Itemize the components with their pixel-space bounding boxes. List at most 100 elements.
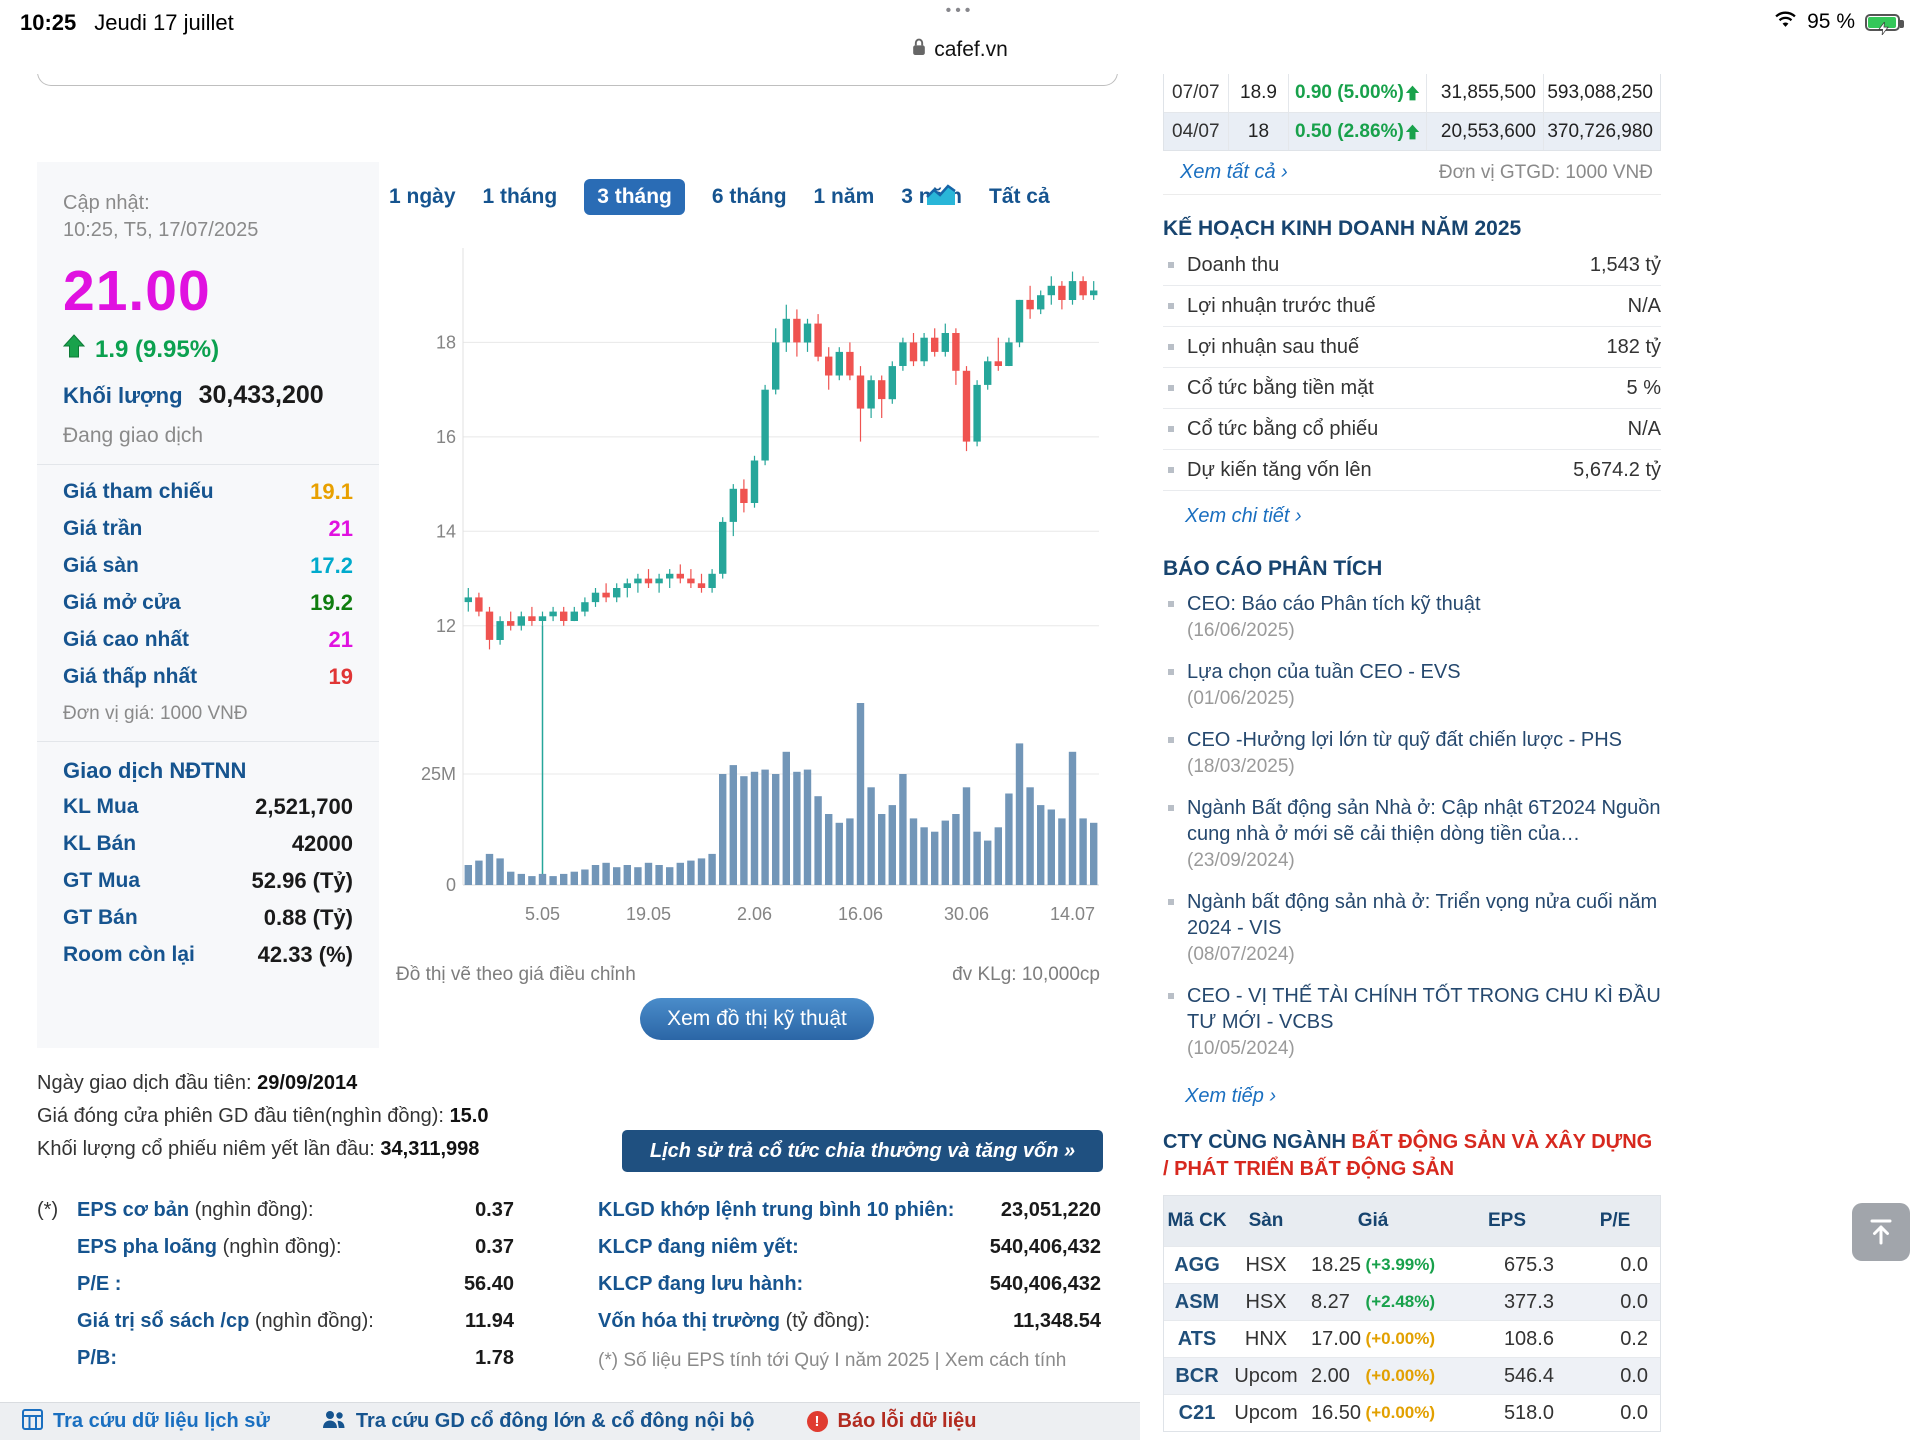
report-error-link[interactable]: Báo lỗi dữ liệu	[806, 1410, 977, 1433]
peer-pe: 0.0	[1620, 1401, 1648, 1424]
peer-code[interactable]: ATS	[1177, 1327, 1217, 1350]
stat-row: (*) EPS cơ bản (nghìn đồng): 0.37	[37, 1192, 514, 1229]
technical-chart-button[interactable]: Xem đồ thị kỹ thuật	[640, 998, 874, 1040]
stat-label: KLGD khớp lệnh trung bình 10 phiên:	[598, 1199, 954, 1222]
report-body: Ngành Bất động sản Nhà ở: Cập nhật 6T202…	[1187, 795, 1661, 872]
peer-code[interactable]: C21	[1178, 1401, 1216, 1424]
listing-info-label: Khối lượng cổ phiếu niêm yết lần đầu:	[37, 1138, 381, 1160]
chart-range-tab-2[interactable]: 1 tháng	[482, 185, 558, 208]
stat-row: KLCP đang niêm yết: 540,406,432	[598, 1229, 1101, 1266]
peers-title-sector: BẤT ĐỘNG SẢN VÀ XÂY DỰNG / PHÁT TRIỂN BẤ…	[1163, 1131, 1653, 1180]
report-item[interactable]: Ngành bất động sản nhà ở: Triển vọng nửa…	[1163, 889, 1661, 966]
plan-detail-link[interactable]: Xem chi tiết ›	[1185, 504, 1302, 527]
foreign-trading-row: GT Bán 0.88 (Tỷ)	[63, 899, 353, 936]
price-chart[interactable]: 12 14 16 18 25M 0 5.05 19.05 2.06 16.06 30.06 14.07	[420, 240, 1120, 940]
report-date: (23/09/2024)	[1187, 850, 1295, 871]
chart-range-tab-3[interactable]: 3 tháng	[584, 179, 685, 215]
price-info-label: Giá tham chiếu	[63, 479, 214, 503]
svg-text:14.07: 14.07	[1050, 904, 1095, 924]
plan-label: Cổ tức bằng cổ phiếu	[1187, 417, 1379, 440]
battery-percent: 95 %	[1807, 10, 1855, 33]
peer-eps: 377.3	[1503, 1290, 1554, 1313]
stat-name: Giá trị sổ sách /cp	[77, 1310, 250, 1332]
gtgd-unit-note: Đơn vị GTGD: 1000 VNĐ	[1438, 161, 1653, 183]
stat-row: EPS pha loãng (nghìn đồng): 0.37	[37, 1229, 514, 1266]
address-bar[interactable]: cafef.vn	[0, 38, 1920, 62]
plan-row: Lợi nhuận trước thuế N/A	[1163, 286, 1661, 327]
up-arrow-icon	[1405, 124, 1420, 139]
divider	[37, 741, 379, 742]
stat-name: KLCP đang niêm yết:	[598, 1236, 799, 1258]
foreign-value: 2,521,700	[255, 793, 353, 819]
stat-prefix: (*)	[37, 1199, 59, 1221]
peer-header-exchange: Sàn	[1248, 1210, 1284, 1231]
report-item[interactable]: CEO - VỊ THẾ TÀI CHÍNH TỐT TRONG CHU KÌ …	[1163, 983, 1661, 1060]
foreign-trading-title: Giao dịch NĐTNN	[63, 758, 247, 783]
peer-price-cell: 8.27 (+2.48%)	[1302, 1291, 1444, 1314]
chart-range-tab-1[interactable]: 1 ngày	[389, 185, 456, 208]
stat-row: Vốn hóa thị trường (tỷ đồng): 11,348.54	[598, 1303, 1101, 1340]
price-info-row: Giá tham chiếu 19.1	[63, 473, 353, 510]
peer-row[interactable]: BCR Upcom 2.00 (+0.00%) 546.4 0.0	[1164, 1357, 1660, 1394]
dividend-history-button[interactable]: Lịch sử trả cổ tức chia thưởng và tăng v…	[622, 1130, 1103, 1172]
peer-row[interactable]: AGG HSX 18.25 (+3.99%) 675.3 0.0	[1164, 1246, 1660, 1283]
stat-value: 11.94	[465, 1310, 514, 1332]
plan-label: Lợi nhuận sau thuế	[1187, 335, 1360, 358]
foreign-label: Room còn lại	[63, 942, 195, 966]
peer-code[interactable]: AGG	[1174, 1253, 1220, 1276]
foreign-label: GT Mua	[63, 868, 140, 892]
plan-label: Dự kiến tăng vốn lên	[1187, 458, 1372, 481]
reports-more-link[interactable]: Xem tiếp ›	[1185, 1084, 1277, 1107]
price-info-value: 21	[328, 626, 353, 652]
foreign-label: KL Bán	[63, 831, 137, 855]
chart-range-tab-7[interactable]: Tất cả	[988, 185, 1050, 208]
scroll-to-top-button[interactable]	[1852, 1203, 1910, 1261]
peer-header-price: Giá	[1357, 1210, 1389, 1231]
report-item[interactable]: Ngành Bất động sản Nhà ở: Cập nhật 6T202…	[1163, 795, 1661, 872]
history-volume: 31,855,500	[1426, 74, 1543, 112]
chart-range-tab-4[interactable]: 6 tháng	[711, 185, 787, 208]
report-body: CEO - VỊ THẾ TÀI CHÍNH TỐT TRONG CHU KÌ …	[1187, 983, 1661, 1060]
report-title: Lựa chọn của tuần CEO - EVS	[1187, 661, 1461, 683]
area-chart-icon[interactable]	[925, 183, 957, 212]
history-value: 370,726,980	[1543, 113, 1660, 150]
insider-lookup-link[interactable]: Tra cứu GD cổ đông lớn & cổ đông nội bộ	[322, 1410, 755, 1434]
foreign-trading-row: Room còn lại 42.33 (%)	[63, 936, 353, 973]
peer-change: (+2.48%)	[1365, 1292, 1435, 1311]
bottom-toolbar: Tra cứu dữ liệu lịch sử Tra cứu GD cổ đô…	[0, 1402, 1140, 1440]
stat-name: P/B:	[77, 1347, 117, 1369]
peer-code[interactable]: BCR	[1175, 1364, 1219, 1387]
history-change-text: 0.50 (2.86%)	[1295, 120, 1404, 142]
peer-exchange: Upcom	[1234, 1401, 1298, 1424]
svg-text:2.06: 2.06	[737, 904, 772, 924]
report-item[interactable]: Lựa chọn của tuần CEO - EVS (01/06/2025)	[1163, 659, 1661, 710]
insider-lookup-label: Tra cứu GD cổ đông lớn & cổ đông nội bộ	[355, 1410, 755, 1432]
peer-row[interactable]: C21 Upcom 16.50 (+0.00%) 518.0 0.0	[1164, 1394, 1660, 1431]
price-info-value: 19	[328, 663, 353, 689]
peer-change: (+0.00%)	[1365, 1329, 1435, 1348]
stat-label: P/E :	[77, 1273, 121, 1296]
report-item[interactable]: CEO -Hưởng lợi lớn từ quỹ đất chiến lược…	[1163, 727, 1661, 778]
peer-row[interactable]: ATS HNX 17.00 (+0.00%) 108.6 0.2	[1164, 1320, 1660, 1357]
peer-row[interactable]: ASM HSX 8.27 (+2.48%) 377.3 0.0	[1164, 1283, 1660, 1320]
peer-header-pe: P/E	[1599, 1210, 1631, 1231]
history-price: 18.9	[1228, 74, 1288, 112]
history-lookup-link[interactable]: Tra cứu dữ liệu lịch sử	[22, 1408, 270, 1435]
stat-row: P/B: 1.78	[37, 1340, 514, 1377]
status-left: 10:25 Jeudi 17 juillet	[20, 10, 234, 36]
report-error-label: Báo lỗi dữ liệu	[837, 1410, 977, 1432]
peer-code[interactable]: ASM	[1174, 1290, 1220, 1313]
peer-price-cell: 2.00 (+0.00%)	[1302, 1365, 1444, 1388]
foreign-trading-row: KL Mua 2,521,700	[63, 788, 353, 825]
scroll-top-arrow-icon	[1870, 1219, 1892, 1245]
chart-range-tab-5[interactable]: 1 năm	[813, 185, 875, 208]
plan-row: Cổ tức bằng tiền mặt 5 %	[1163, 368, 1661, 409]
peer-price-cell: 18.25 (+3.99%)	[1302, 1254, 1444, 1277]
peer-change: (+0.00%)	[1365, 1403, 1435, 1422]
listing-info-value: 34,311,998	[380, 1138, 480, 1160]
view-all-link[interactable]: Xem tất cả ›	[1180, 161, 1288, 183]
updated-time: 10:25, T5, 17/07/2025	[63, 219, 259, 241]
session-status: Đang giao dịch	[63, 424, 204, 447]
report-item[interactable]: CEO: Báo cáo Phân tích kỹ thuật (16/06/2…	[1163, 591, 1661, 642]
